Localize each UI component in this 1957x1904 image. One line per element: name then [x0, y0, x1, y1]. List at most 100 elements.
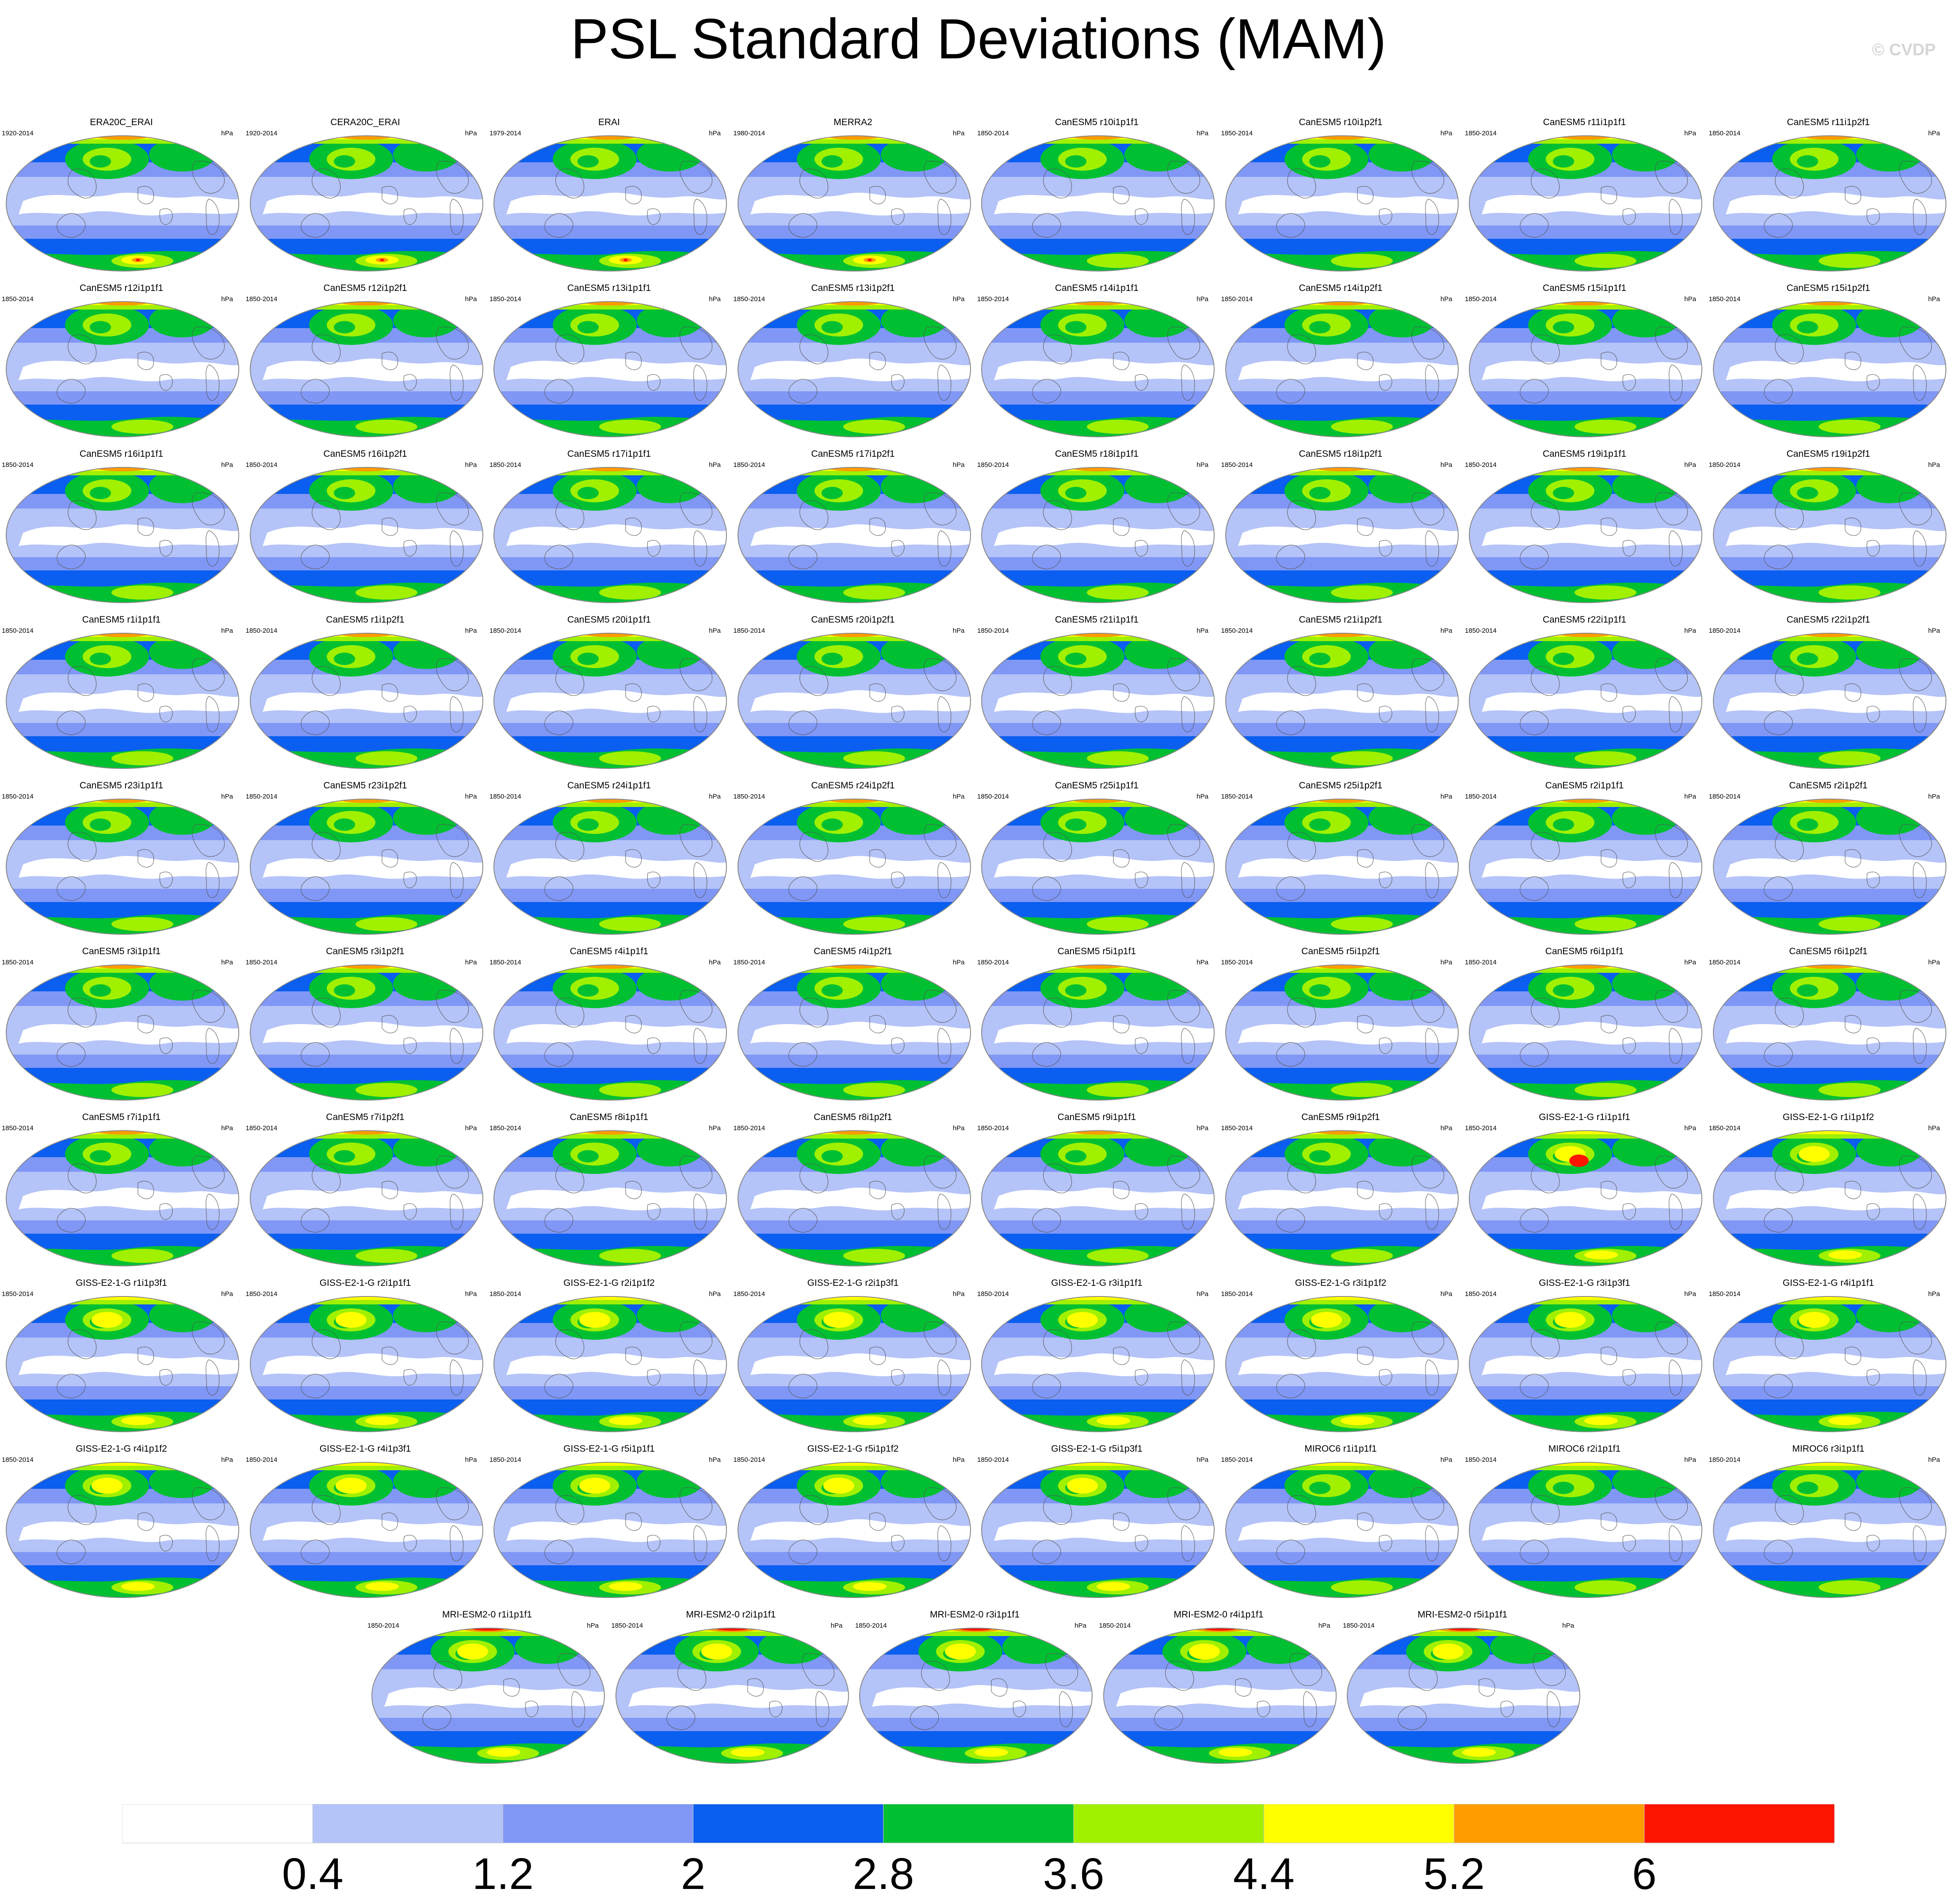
map-panel: CanESM5 r13i1p1f1 1850-2014 hPa [489, 283, 730, 439]
panel-title: CERA20C_ERAI [330, 117, 400, 127]
colorbar-swatch [122, 1804, 313, 1843]
panel-years: 1850-2014 [1221, 793, 1253, 800]
panel-title: CanESM5 r14i1p2f1 [1299, 283, 1383, 293]
panel-units: hPa [952, 295, 965, 303]
map-panel: GISS-E2-1-G r3i1p1f1 1850-2014 hPa [976, 1278, 1217, 1434]
panel-title: CanESM5 r15i1p2f1 [1786, 283, 1870, 293]
map-panel: GISS-E2-1-G r5i1p1f2 1850-2014 hPa [733, 1444, 974, 1599]
panel-years: 1850-2014 [1221, 1124, 1253, 1132]
map-panel: ERAI 1979-2014 hPa [489, 117, 730, 273]
panel-units: hPa [952, 793, 965, 800]
panel-title: CanESM5 r3i1p2f1 [326, 946, 405, 956]
map-plot [737, 633, 971, 769]
colorbar-tick-label: 2.8 [852, 1849, 914, 1899]
map-panel: MRI-ESM2-0 r4i1p1f1 1850-2014 hPa [1098, 1610, 1339, 1765]
map-panel: MRI-ESM2-0 r3i1p1f1 1850-2014 hPa [854, 1610, 1095, 1765]
colorbar-swatch [693, 1804, 884, 1843]
map-panel: MRI-ESM2-0 r1i1p1f1 1850-2014 hPa [367, 1610, 608, 1765]
map-panel: CanESM5 r12i1p1f1 1850-2014 hPa [1, 283, 242, 439]
panel-title: GISS-E2-1-G r2i1p3f1 [807, 1278, 899, 1288]
panel-years: 1850-2014 [245, 1124, 278, 1132]
map-plot [1103, 1628, 1337, 1764]
panel-years: 1979-2014 [489, 130, 521, 137]
map-plot [249, 799, 483, 935]
panel-years: 1850-2014 [1709, 627, 1741, 635]
panel-units: hPa [709, 461, 721, 469]
map-panel: CanESM5 r3i1p2f1 1850-2014 hPa [245, 946, 486, 1102]
panel-years: 1850-2014 [245, 627, 278, 635]
panel-units: hPa [221, 1456, 233, 1464]
map-panel: CanESM5 r16i1p1f1 1850-2014 hPa [1, 449, 242, 604]
panel-title: GISS-E2-1-G r4i1p3f1 [319, 1444, 411, 1454]
panel-title: CanESM5 r10i1p1f1 [1055, 117, 1139, 127]
panel-years: 1850-2014 [1709, 1456, 1741, 1464]
panel-title: CanESM5 r25i1p2f1 [1299, 780, 1383, 791]
map-plot [981, 964, 1215, 1101]
map-panel: CanESM5 r15i1p2f1 1850-2014 hPa [1708, 283, 1949, 439]
panel-units: hPa [1684, 1456, 1696, 1464]
panel-units: hPa [709, 793, 721, 800]
panel-years: 1850-2014 [1465, 1290, 1497, 1298]
panel-units: hPa [709, 1290, 721, 1298]
map-panel: CanESM5 r12i1p2f1 1850-2014 hPa [245, 283, 486, 439]
map-panel: CanESM5 r4i1p2f1 1850-2014 hPa [733, 946, 974, 1102]
panel-title: CanESM5 r8i1p1f1 [570, 1112, 649, 1122]
colorbar-tick-label: 2 [680, 1849, 706, 1899]
panel-years: 1850-2014 [1465, 295, 1497, 303]
panel-years: 1850-2014 [489, 959, 521, 966]
panel-units: hPa [221, 959, 233, 966]
panel-units: hPa [1684, 461, 1696, 469]
panel-title: CanESM5 r17i1p1f1 [567, 449, 651, 459]
panel-years: 1850-2014 [1709, 959, 1741, 966]
map-plot [737, 799, 971, 935]
panel-years: 1850-2014 [1221, 959, 1253, 966]
panel-units: hPa [1196, 1456, 1208, 1464]
panel-units: hPa [1196, 1290, 1208, 1298]
panel-years: 1850-2014 [489, 627, 521, 635]
map-panel: CanESM5 r5i1p1f1 1850-2014 hPa [976, 946, 1217, 1102]
panel-years: 1850-2014 [1709, 130, 1741, 137]
panel-units: hPa [1684, 793, 1696, 800]
panel-title: CanESM5 r20i1p1f1 [567, 615, 651, 625]
map-plot [6, 467, 239, 603]
map-plot [1712, 1462, 1946, 1598]
panel-units: hPa [1928, 1290, 1940, 1298]
map-plot [981, 1296, 1215, 1432]
map-plot [737, 1296, 971, 1432]
panel-years: 1850-2014 [1465, 1124, 1497, 1132]
panel-years: 1850-2014 [245, 1290, 278, 1298]
panel-title: CanESM5 r21i1p1f1 [1055, 615, 1139, 625]
panel-years: 1850-2014 [1465, 793, 1497, 800]
panel-units: hPa [221, 295, 233, 303]
map-plot [1225, 799, 1459, 935]
panel-years: 1850-2014 [1221, 461, 1253, 469]
panel-years: 1850-2014 [489, 295, 521, 303]
panel-units: hPa [465, 1290, 477, 1298]
map-plot [981, 467, 1215, 603]
panel-title: CanESM5 r10i1p2f1 [1299, 117, 1383, 127]
panel-years: 1850-2014 [977, 130, 1009, 137]
map-plot [1225, 633, 1459, 769]
panel-title: CanESM5 r12i1p2f1 [323, 283, 407, 293]
panel-title: MRI-ESM2-0 r3i1p1f1 [929, 1610, 1020, 1620]
panel-years: 1850-2014 [2, 1456, 34, 1464]
panel-title: CanESM5 r6i1p1f1 [1545, 946, 1624, 956]
map-panel: CanESM5 r21i1p2f1 1850-2014 hPa [1220, 615, 1461, 770]
panel-units: hPa [709, 959, 721, 966]
panel-title: CanESM5 r6i1p2f1 [1789, 946, 1868, 956]
panel-title: CanESM5 r7i1p2f1 [326, 1112, 405, 1122]
map-plot [1469, 467, 1702, 603]
panel-years: 1850-2014 [977, 1456, 1009, 1464]
map-panel: CanESM5 r17i1p1f1 1850-2014 hPa [489, 449, 730, 604]
panel-title: GISS-E2-1-G r4i1p1f1 [1782, 1278, 1874, 1288]
panel-units: hPa [465, 130, 477, 137]
map-panel: CanESM5 r18i1p1f1 1850-2014 hPa [976, 449, 1217, 604]
panel-years: 1920-2014 [2, 130, 34, 137]
panel-years: 1850-2014 [733, 1124, 765, 1132]
map-plot [249, 1130, 483, 1266]
panel-title: CanESM5 r9i1p1f1 [1057, 1112, 1136, 1122]
panel-title: GISS-E2-1-G r3i1p3f1 [1539, 1278, 1630, 1288]
colorbar-swatch [502, 1804, 694, 1843]
map-plot [371, 1628, 605, 1764]
panel-years: 1850-2014 [733, 627, 765, 635]
